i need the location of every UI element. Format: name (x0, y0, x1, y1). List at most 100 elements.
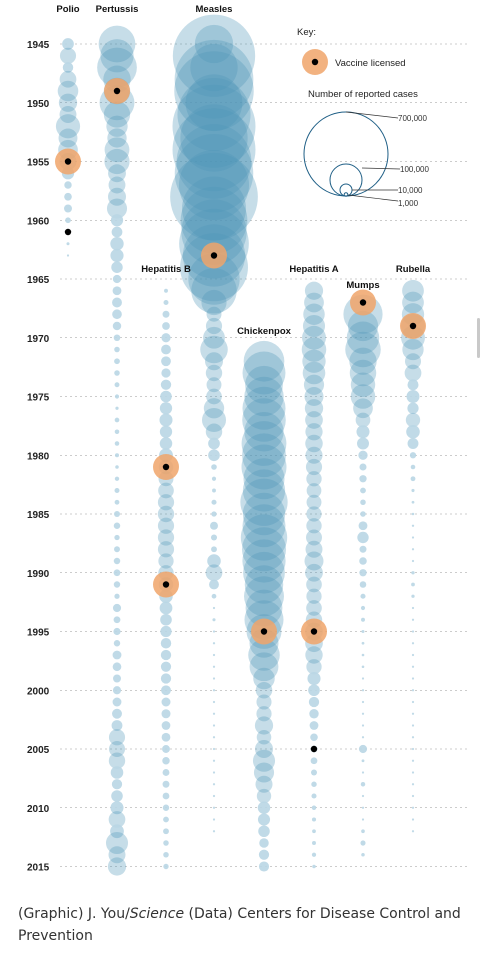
pertussis-bubble-1966 (112, 286, 122, 296)
mumps-bubble-1992 (360, 593, 366, 599)
pertussis-bubble-1971 (114, 346, 120, 353)
chickenpox-bubble-1972 (243, 340, 285, 382)
hepatitis-b-bubble-2014 (163, 851, 169, 858)
mumps-bubble-2003 (361, 724, 365, 727)
chickenpox-bubble-2012 (258, 825, 270, 838)
hepatitis-a-bubble-1980 (305, 446, 323, 464)
year-axis-labels: 1945 1950 1955 1960 1965 1970 1975 1980 1985 1990… (27, 40, 50, 874)
rubella-bubble-2010 (411, 806, 415, 809)
rubella-bubble-1978 (406, 424, 420, 439)
pertussis-bubble-1972 (114, 358, 120, 365)
hepatitis-b-bubble-1998 (160, 661, 172, 672)
rubella-bubble-2001 (411, 700, 415, 704)
pertussis-bubble-1994 (113, 616, 121, 624)
mumps-bubble-1990 (359, 569, 367, 577)
measles-bubble-1953 (180, 104, 248, 172)
size-circle-10000 (339, 183, 353, 197)
measles-bubble-1950 (185, 74, 243, 132)
pertussis-bubble-1991 (113, 581, 121, 588)
pertussis-licensed-dot-1949 (113, 87, 121, 95)
measles-bubble-1987 (210, 534, 218, 541)
mumps-bubble-1999 (361, 677, 365, 680)
mumps-bubble-2000 (361, 689, 365, 692)
measles-bubble-1960 (180, 186, 248, 254)
hepatitis-b-bubble-1974 (160, 379, 172, 390)
chickenpox-bubble-1984 (240, 478, 288, 526)
disease-labels: Polio Pertussis Measles Hepatitis B Chickenp… (56, 4, 430, 337)
hepatitis-a-bubble-1973 (302, 361, 326, 385)
polio-bubble-1958 (64, 192, 72, 201)
size-label-700000: 700,000 (398, 114, 427, 123)
hepatitis-b-bubble-1984 (157, 494, 175, 511)
hepatitis-b-bubble-1995 (160, 625, 172, 638)
hepatitis-b-bubble-2006 (162, 757, 170, 765)
measles-bubble-1948 (174, 39, 254, 119)
hepatitis-a-bubble-2002 (309, 709, 319, 719)
pertussis-bubble-2007 (110, 766, 124, 779)
pertussis-bubble-1983 (114, 488, 120, 493)
year-label-1955: 1955 (27, 158, 50, 169)
rubella-bubble-2008 (411, 783, 415, 786)
measles-bubble-1979 (208, 437, 220, 450)
year-label-2005: 2005 (27, 745, 50, 756)
hepatitis-b-bubble-2002 (161, 709, 171, 719)
hepatitis-b-bubble-1994 (160, 613, 172, 626)
mumps-bubble-1993 (360, 605, 366, 611)
measles-bubble-2012 (212, 830, 216, 833)
hepatitis-b-bubble-1970 (161, 333, 171, 343)
chickenpox-bubble-2007 (253, 762, 275, 783)
rubella-bubble-1995 (411, 630, 415, 633)
pertussis-bubble-2012 (110, 824, 124, 839)
mumps-bubble-2012 (361, 829, 365, 834)
chickenpox-bubble-1992 (244, 576, 284, 617)
rubella-bubble-1981 (410, 464, 416, 470)
measles-bubble-1998 (212, 665, 216, 668)
hepatitis-b-bubble-1997 (160, 649, 172, 661)
measles-bubble-1992 (211, 593, 217, 599)
hepatitis-a-bubble-1981 (305, 458, 323, 476)
pertussis-bubble-1964 (111, 261, 123, 273)
licensed-label: Vaccine licensed (335, 58, 406, 69)
pertussis-bubble-1953 (107, 128, 127, 148)
measles-licensed-dot-1963 (210, 252, 218, 259)
mumps-bubble-1980 (358, 450, 368, 460)
measles-bubble-1988 (211, 546, 217, 553)
hepatitis-a-bubble-2011 (311, 817, 317, 822)
hepatitis-b-bubble-1979 (159, 437, 173, 450)
hepatitis-b-bubble-1978 (159, 425, 173, 438)
chickenpox-bubble-1975 (244, 376, 284, 417)
mumps-bubble-1978 (356, 425, 370, 439)
polio-bubble-1949 (57, 80, 79, 102)
hepatitis-b-bubble-2004 (161, 732, 171, 742)
rubella-bubble-2009 (411, 794, 415, 798)
chickenpox-bubble-1979 (241, 421, 287, 466)
rubella-bubble-2002 (411, 712, 415, 715)
measles-bubble-1974 (206, 377, 222, 393)
key-legend: Key: Vaccine licensed Number of reported… (297, 27, 429, 208)
pertussis-bubble-1952 (106, 115, 128, 137)
hepatitis-a-bubble-1983 (306, 483, 322, 498)
mumps-bubble-2009 (361, 794, 365, 798)
pertussis-bubble-1970 (113, 334, 121, 342)
mumps-bubble-1975 (350, 384, 376, 409)
scrollbar[interactable] (477, 318, 480, 358)
hepatitis-a-label: Hepatitis A (289, 264, 338, 275)
hepatitis-a-bubble-1982 (306, 471, 322, 487)
year-label-2000: 2000 (27, 686, 50, 697)
measles-bubble-1956 (174, 133, 254, 213)
measles-bubble-1989 (207, 554, 221, 568)
pertussis-bubble-1993 (112, 603, 122, 613)
pertussis-bubble-2001 (112, 697, 122, 707)
hepatitis-b-bubble-2000 (161, 685, 171, 696)
rubella-bubble-1992 (411, 594, 415, 598)
measles-bubble-1990 (205, 564, 223, 582)
measles-bubble-1997 (212, 653, 216, 657)
measles-bubble-2003 (212, 724, 216, 727)
mumps-bubble-1994 (361, 617, 365, 622)
measles-bubble-1958 (170, 152, 258, 241)
size-label-1000: 1,000 (398, 199, 419, 208)
hepatitis-a-bubble-1993 (306, 600, 322, 616)
hepatitis-a-bubble-2007 (310, 769, 318, 776)
rubella-bubble-2004 (411, 736, 415, 739)
hepatitis-a-bubble-2013 (312, 841, 316, 845)
